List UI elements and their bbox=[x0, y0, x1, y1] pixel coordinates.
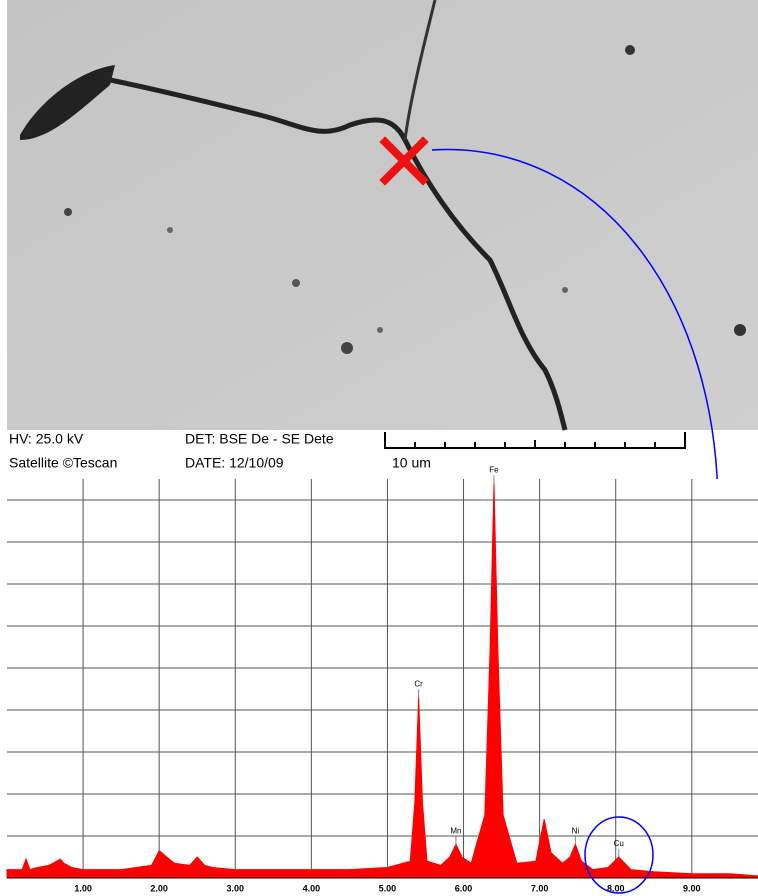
peak-label: Cr bbox=[414, 680, 423, 689]
scale-label: 10 um bbox=[392, 455, 431, 471]
sem-image bbox=[7, 0, 758, 430]
scale-bar bbox=[385, 432, 685, 448]
x-tick-label: 3.00 bbox=[227, 883, 245, 893]
peak-label: Cu bbox=[614, 839, 624, 848]
hv: HV: 25.0 kV bbox=[9, 431, 84, 447]
x-tick-label: 9.00 bbox=[683, 883, 701, 893]
figure: HV: 25.0 kV Satellite ©Tescan DET: BSE D… bbox=[0, 0, 758, 896]
x-tick-label: 5.00 bbox=[379, 883, 397, 893]
peak-label: Ni bbox=[572, 827, 580, 836]
x-tick-label: 7.00 bbox=[531, 883, 549, 893]
date: DATE: 12/10/09 bbox=[185, 455, 284, 471]
peak-label: Mn bbox=[450, 827, 461, 836]
x-tick-label: 6.00 bbox=[455, 883, 473, 893]
x-tick-label: 1.00 bbox=[74, 883, 92, 893]
x-tick-label: 4.00 bbox=[303, 883, 321, 893]
info-bar: HV: 25.0 kV Satellite ©Tescan DET: BSE D… bbox=[9, 431, 685, 471]
peak-label: Fe bbox=[489, 465, 499, 474]
instrument: Satellite ©Tescan bbox=[9, 455, 117, 471]
detector: DET: BSE De - SE Dete bbox=[185, 431, 334, 447]
x-tick-label: 2.00 bbox=[150, 883, 168, 893]
plot-area bbox=[7, 479, 758, 878]
